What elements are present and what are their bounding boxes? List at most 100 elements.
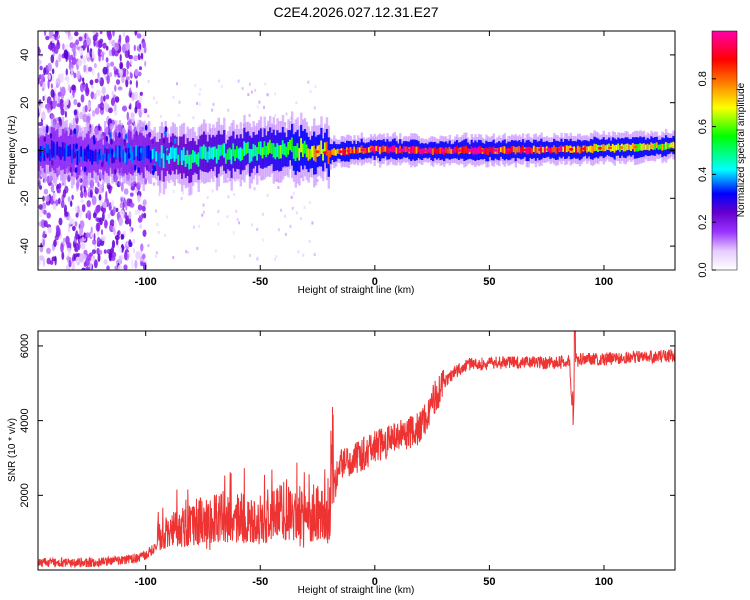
spectrogram-band-core: [391, 145, 395, 153]
spectrogram-noise-cell: [91, 249, 97, 255]
spectrogram-speck: [185, 250, 188, 254]
spectrogram-band-core: [76, 151, 79, 165]
spectrogram-band-core: [179, 148, 182, 162]
spectrogram-band-core: [267, 142, 270, 155]
spectrogram-noise-cell: [134, 259, 138, 269]
spectrogram-band-core: [320, 140, 323, 154]
spectrogram-band-core: [129, 145, 133, 161]
spectrogram-band-core: [94, 149, 98, 162]
spectrogram-speck: [192, 225, 195, 229]
spectrogram-band-core: [421, 148, 424, 155]
spectrogram-band-core: [283, 143, 286, 156]
spectrogram-noise-cell: [101, 51, 105, 61]
spectrogram-band-core: [181, 150, 184, 166]
spectrogram-noise-cell: [74, 206, 78, 213]
spectrogram-band-core: [531, 148, 534, 154]
spectrogram-noise-cell: [38, 122, 44, 127]
spectrogram-band-core: [628, 144, 631, 150]
spectrogram-band-core: [153, 147, 156, 159]
spectrogram-band-core: [212, 146, 215, 160]
spectrogram-noise-cell: [88, 252, 93, 257]
spectrogram-noise-cell: [62, 237, 66, 243]
spectrogram-band-core: [439, 147, 442, 154]
spectrogram-band-core: [413, 146, 417, 154]
spectrogram-band-core: [357, 147, 360, 154]
spectrogram-noise-cell: [80, 83, 84, 93]
spectrogram-noise-cell: [67, 255, 70, 263]
spectrogram-noise-cell: [43, 188, 49, 195]
spectrogram-streak: [124, 147, 128, 154]
spectrogram-band-core: [58, 146, 61, 157]
spectrogram-band-core: [549, 147, 552, 154]
spectrogram-noise-cell: [102, 211, 105, 222]
spectrogram-band-core: [646, 143, 649, 151]
spectrogram-speck: [194, 83, 197, 87]
spectrogram-band-core: [236, 145, 239, 158]
spectrogram-speck: [313, 106, 316, 110]
spectrogram-band-core: [586, 146, 589, 153]
spectrogram-band-core: [144, 147, 147, 158]
spectrogram-noise-cell: [87, 44, 89, 54]
spectrogram-band-core: [624, 144, 627, 152]
spectrogram-band-core: [133, 146, 136, 161]
spectrogram-band-core: [39, 146, 43, 157]
spectrogram-speck: [238, 221, 241, 225]
spectrogram-noise-cell: [132, 238, 136, 244]
spectrogram-band-core: [214, 146, 217, 157]
spectrogram-speck: [226, 180, 229, 184]
spectrogram-band-core: [661, 143, 664, 151]
spectrogram-speck: [172, 256, 175, 259]
spectrogram-noise-cell: [77, 58, 83, 67]
spectrogram-noise-cell: [105, 45, 109, 51]
snr-x-ticks: -100 -50 0 50 100: [135, 331, 613, 588]
spectrogram-noise-cell: [68, 259, 72, 268]
spectrogram-band-core: [543, 147, 547, 153]
spectrogram-band-core: [446, 148, 450, 154]
spectrogram-speck: [172, 95, 175, 99]
spectrogram-speck: [316, 179, 319, 182]
spectrogram-noise-cell: [129, 55, 133, 60]
spectrogram-noise-cell: [85, 232, 90, 239]
spectrogram-speck: [263, 105, 265, 109]
spectrogram-noise-cell: [84, 104, 88, 113]
spectrogram-band-core: [663, 144, 666, 151]
spectrogram-noise-cell: [82, 113, 88, 123]
spectrogram-streak: [112, 157, 116, 164]
spectrogram-noise-cell: [52, 99, 57, 110]
spectrogram-noise-cell: [40, 242, 43, 248]
spectrogram-noise-cell: [86, 200, 91, 208]
spectrogram-band-core: [498, 147, 501, 155]
spectrogram-noise-cell: [63, 100, 68, 107]
spectrogram-band-core: [613, 145, 616, 153]
spectrogram-band-core: [595, 144, 598, 151]
spectrogram-band-core: [300, 138, 303, 153]
spectrogram-noise-cell: [67, 196, 71, 202]
spectrogram-noise-cell: [67, 77, 70, 85]
spectrogram-noise-cell: [75, 230, 79, 241]
spectrogram-noise-cell: [134, 31, 138, 36]
spectrogram-noise-cell: [71, 260, 75, 270]
spectrogram-noise-cell: [47, 44, 51, 50]
spectrogram-band-core: [554, 147, 558, 154]
spectrogram-band-core: [551, 147, 554, 153]
spectrogram-speck: [308, 239, 311, 243]
spectrogram-noise-cell: [55, 59, 59, 68]
spectrogram-speck: [166, 215, 169, 219]
spectrogram-speck: [274, 92, 277, 96]
spectrogram-noise-cell: [82, 56, 87, 65]
spectrogram-noise-cell: [134, 209, 138, 216]
spectrogram-speck: [212, 102, 215, 106]
spectrogram-noise-cell: [137, 194, 141, 203]
spectrogram-noise-cell: [141, 108, 145, 114]
snr-y-ticks: 2000 4000 6000: [19, 334, 675, 508]
spectrogram-band-core: [426, 148, 429, 154]
spectrogram-streak: [101, 161, 104, 168]
spectrogram-noise-cell: [99, 250, 103, 255]
spectrogram-band-core: [303, 140, 307, 154]
spectrogram-band-core: [254, 145, 257, 156]
spectrogram-noise-cell: [71, 194, 74, 200]
spectrogram-band-core: [615, 144, 618, 151]
spectrogram-band-core: [270, 143, 274, 154]
spectrogram-noise-cell: [114, 43, 120, 51]
spectrogram-noise-cell: [85, 82, 88, 89]
